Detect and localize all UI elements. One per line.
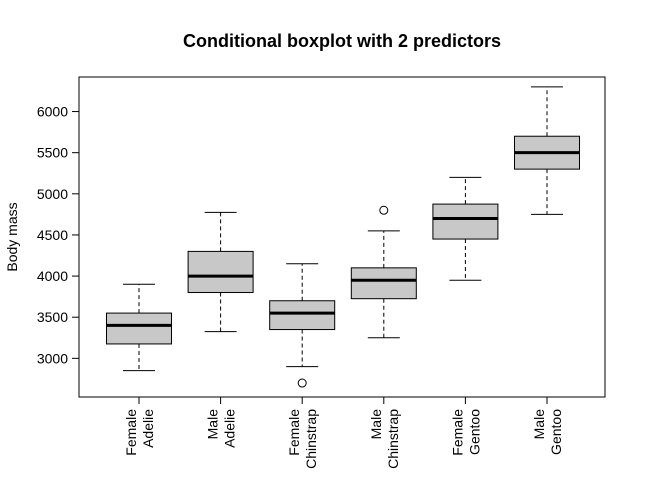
x-tick-label-line1: Female bbox=[449, 409, 465, 456]
x-tick-label-line1: Male bbox=[205, 409, 221, 440]
y-tick-label: 5500 bbox=[37, 145, 68, 161]
box-3 bbox=[269, 263, 336, 388]
x-tick-label-line1: Male bbox=[531, 409, 547, 440]
iqr-box bbox=[350, 267, 417, 300]
chart-title: Conditional boxplot with 2 predictors bbox=[183, 31, 501, 51]
outlier-point bbox=[297, 378, 307, 388]
box-1 bbox=[106, 283, 172, 372]
x-tick-label-line2: Adelie bbox=[222, 409, 238, 448]
x-tick-label-line2: Adelie bbox=[140, 409, 156, 448]
iqr-box bbox=[269, 300, 336, 331]
y-tick-label: 6000 bbox=[37, 104, 68, 120]
x-tick-label-line2: Gentoo bbox=[548, 409, 564, 455]
y-tick-label: 4000 bbox=[37, 268, 68, 284]
box-4 bbox=[350, 205, 417, 339]
y-axis: 3000 3500 4000 4500 5000 5500 6000 bbox=[37, 104, 80, 366]
x-tick-label-line2: Chinstrap bbox=[303, 409, 319, 469]
y-tick-label: 4500 bbox=[37, 227, 68, 243]
iqr-box bbox=[187, 250, 254, 294]
x-tick-label-line1: Female bbox=[123, 409, 139, 456]
outlier-point bbox=[379, 205, 389, 215]
y-tick-label: 3500 bbox=[37, 309, 68, 325]
iqr-box bbox=[432, 203, 499, 240]
x-tick-label-line1: Male bbox=[368, 409, 384, 440]
boxes-group bbox=[106, 86, 580, 388]
x-tick-label-line1: Female bbox=[286, 409, 302, 456]
box-6 bbox=[514, 86, 580, 215]
box-2 bbox=[187, 211, 254, 333]
box-5 bbox=[432, 176, 499, 281]
y-tick-label: 3000 bbox=[37, 350, 68, 366]
iqr-box bbox=[106, 312, 172, 345]
x-tick-label-line2: Gentoo bbox=[466, 409, 482, 455]
y-axis-label: Body mass bbox=[4, 202, 20, 271]
y-tick-label: 5000 bbox=[37, 186, 68, 202]
x-axis: Female Adelie Male Adelie Female Chinstrap Mal… bbox=[123, 396, 564, 469]
x-tick-label-line2: Chinstrap bbox=[385, 409, 401, 469]
plot-frame bbox=[78, 76, 606, 398]
